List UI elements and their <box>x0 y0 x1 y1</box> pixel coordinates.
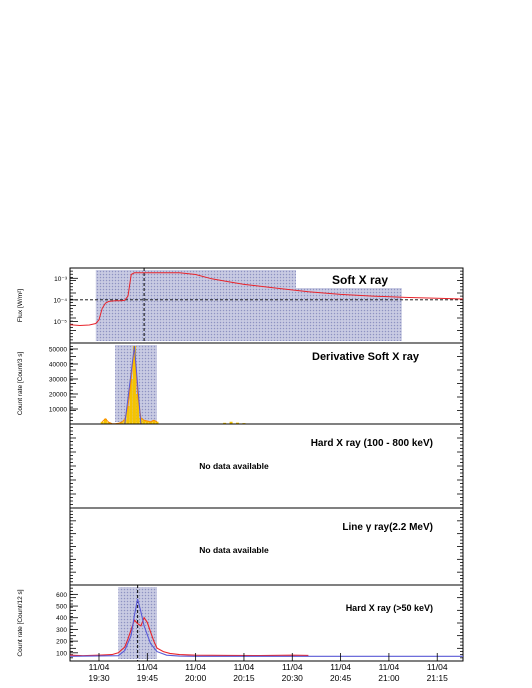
soft-xray-ylabel: Flux [W/m²] <box>17 289 24 322</box>
derivative-y-ticklabel: 40000 <box>49 362 67 369</box>
derivative-bar <box>149 421 153 424</box>
x-tick-date: 11/04 <box>427 662 448 672</box>
x-tick-date: 11/04 <box>282 662 303 672</box>
hard-xray-50-counts-line <box>69 616 309 657</box>
x-tick-date: 11/04 <box>137 662 158 672</box>
derivative-shaded-interval <box>115 345 157 422</box>
hard-xray-100-800-title: Hard X ray (100 - 800 keV) <box>311 438 433 449</box>
x-tick-time: 21:00 <box>378 673 400 683</box>
derivative-bar <box>136 394 140 424</box>
derivative-ylabel: Count rate [Count/3 s] <box>17 352 24 416</box>
x-tick-time: 20:30 <box>282 673 304 683</box>
hard-xray-50-y-ticklabel: 200 <box>56 639 67 646</box>
derivative-title: Derivative Soft X ray <box>312 351 420 363</box>
derivative-bar <box>107 422 111 424</box>
derivative-bar <box>236 422 240 424</box>
soft-xray-y-ticklabel: 10⁻³ <box>54 276 68 283</box>
line-gamma-title: Line γ ray(2.2 MeV) <box>342 522 433 533</box>
hard-xray-50-title: Hard X ray (>50 keV) <box>346 603 433 613</box>
x-tick-time: 19:45 <box>137 673 159 683</box>
derivative-bar <box>120 422 124 424</box>
derivative-bar <box>129 379 133 424</box>
x-tick-date: 11/04 <box>234 662 255 672</box>
soft-xray-title-box <box>296 270 436 288</box>
derivative-bar <box>223 422 227 424</box>
hard-xray-50-y-ticklabel: 300 <box>56 627 67 634</box>
hard-xray-50-ylabel: Count rate [Count/12 s] <box>17 589 24 656</box>
derivative-fit-line <box>124 345 142 425</box>
x-tick-time: 20:00 <box>185 673 207 683</box>
soft-xray-y-ticklabel: 10⁻⁴ <box>54 297 68 304</box>
soft-xray-flux-line <box>69 272 464 327</box>
x-tick-date: 11/04 <box>379 662 400 672</box>
x-tick-time: 21:15 <box>427 673 449 683</box>
hard-xray-50-y-ticklabel: 500 <box>56 604 67 611</box>
derivative-bar <box>126 406 130 424</box>
soft-xray-title: Soft X ray <box>332 273 388 287</box>
derivative-bar <box>103 418 107 424</box>
soft-xray-y-ticklabel: 10⁻⁵ <box>54 319 68 326</box>
derivative-y-ticklabel: 20000 <box>49 392 67 399</box>
derivative-bar <box>155 421 159 424</box>
derivative-bar <box>132 346 136 424</box>
derivative-bar <box>145 421 149 424</box>
derivative-y-ticklabel: 10000 <box>49 407 67 414</box>
derivative-bar <box>142 420 146 424</box>
hard-xray-50-y-ticklabel: 400 <box>56 615 67 622</box>
x-tick-date: 11/04 <box>185 662 206 672</box>
derivative-line <box>101 345 158 425</box>
derivative-y-ticklabel: 50000 <box>49 347 67 354</box>
x-tick-time: 19:30 <box>88 673 110 683</box>
derivative-bar <box>229 421 233 424</box>
line-gamma-no-data: No data available <box>199 545 269 555</box>
x-tick-time: 20:45 <box>330 673 352 683</box>
hard-xray-50-y-ticklabel: 600 <box>56 592 67 599</box>
x-tick-date: 11/04 <box>89 662 110 672</box>
derivative-bar <box>152 420 156 424</box>
x-tick-time: 20:15 <box>233 673 255 683</box>
derivative-y-ticklabel: 30000 <box>49 377 67 384</box>
hard-xray-50-y-ticklabel: 100 <box>56 650 67 657</box>
hard-xray-100-800-no-data: No data available <box>199 461 269 471</box>
derivative-bar <box>100 421 104 424</box>
panels-group: Soft X ray 10⁻³ 10⁻⁴ 10⁻⁵ Flux [W/m²] Derivat… <box>17 267 464 683</box>
x-tick-date: 11/04 <box>330 662 351 672</box>
